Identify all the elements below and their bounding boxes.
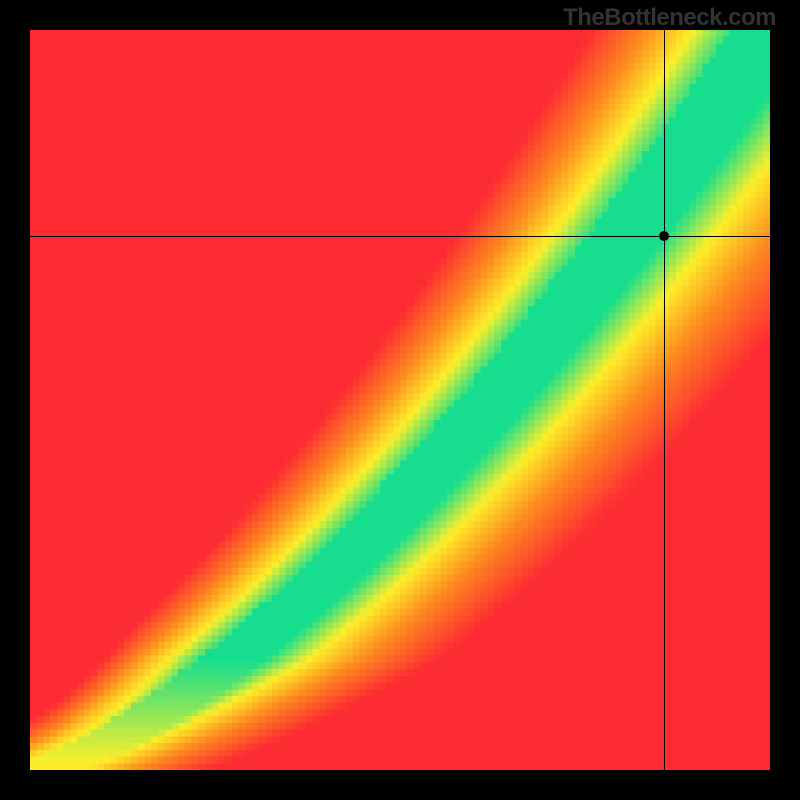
heatmap-canvas [30, 30, 770, 770]
watermark-text: TheBottleneck.com [563, 4, 776, 32]
crosshair-vertical [664, 30, 665, 770]
crosshair-marker [659, 231, 669, 241]
plot-area [30, 30, 770, 770]
chart-container: TheBottleneck.com [0, 0, 800, 800]
